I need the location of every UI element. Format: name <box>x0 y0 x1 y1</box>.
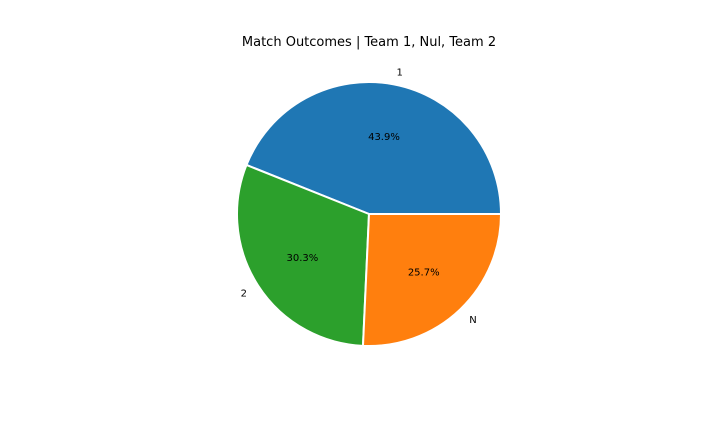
pie-labels: 1 43.9% 2 30.3% N 25.7% <box>241 67 477 326</box>
pie-slice-2 <box>236 163 370 347</box>
pie-slice-1 <box>245 81 502 215</box>
pie-slices <box>236 81 502 347</box>
slice-label-1: 1 <box>396 67 402 78</box>
slice-percent-1: 43.9% <box>368 132 400 143</box>
pie-slice-N <box>361 213 502 347</box>
slice-percent-N: 25.7% <box>408 267 440 278</box>
chart-title: Match Outcomes | Team 1, Nul, Team 2 <box>242 35 496 50</box>
slice-label-N: N <box>469 315 476 326</box>
slice-label-2: 2 <box>241 289 247 300</box>
slice-percent-2: 30.3% <box>287 253 319 264</box>
